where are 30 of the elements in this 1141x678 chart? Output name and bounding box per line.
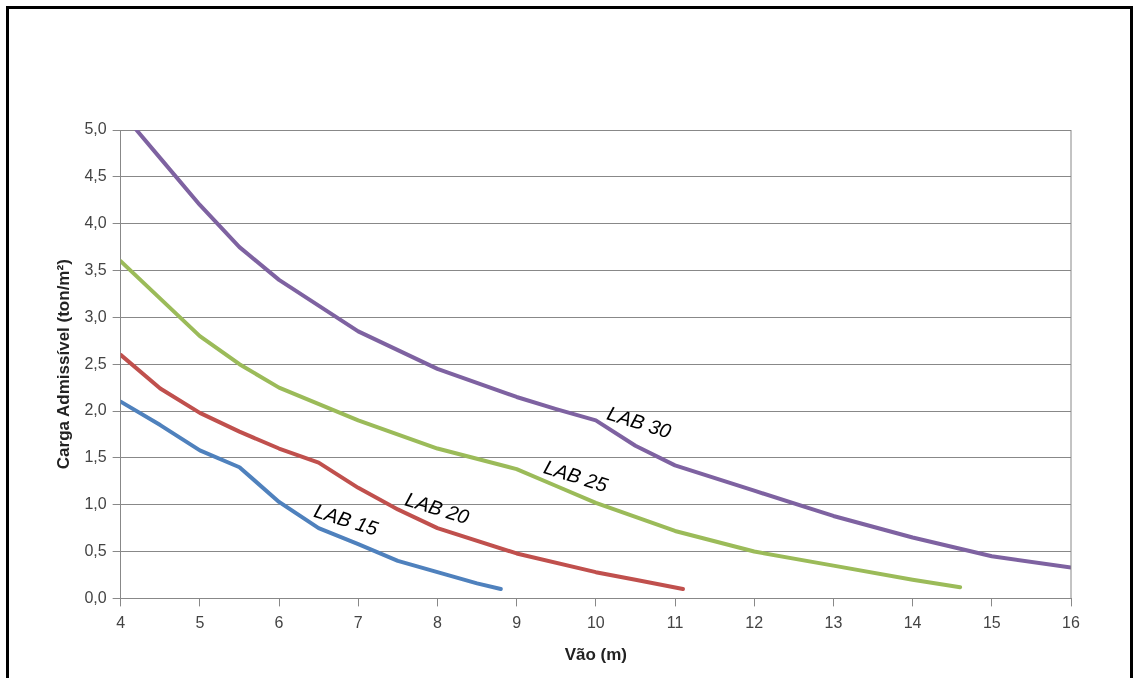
y-tick-label: 5,0 <box>84 120 107 138</box>
y-tick-label: 1,0 <box>84 495 107 513</box>
x-tick-label: 12 <box>745 614 764 632</box>
x-tick-label: 4 <box>116 614 126 632</box>
text: LAB 30 <box>604 401 674 443</box>
y-tick-label: 4,0 <box>84 214 107 232</box>
x-tick-label: 9 <box>512 614 522 632</box>
x-tick-label: 10 <box>586 614 605 632</box>
x-axis-title: Vão (m) <box>564 645 627 665</box>
y-tick-label: 1,5 <box>84 448 107 466</box>
text: LAB 25 <box>541 455 612 497</box>
y-tick-label: 2,0 <box>84 401 107 419</box>
x-tick-label: 8 <box>432 614 442 632</box>
x-tick-label: 15 <box>982 614 1001 632</box>
x-tick-label: 14 <box>903 614 922 632</box>
x-tick-label: 6 <box>274 614 284 632</box>
x-tick-label: 16 <box>1062 614 1080 632</box>
x-tick-label: 7 <box>353 614 363 632</box>
text: LAB 20 <box>402 487 472 529</box>
y-tick-label: 3,0 <box>84 307 107 325</box>
x-tick-label: 13 <box>824 614 843 632</box>
text: LAB 15 <box>311 499 382 540</box>
y-tick-label: 0,5 <box>84 541 107 559</box>
y-axis-title: Carga Admissível (ton/m²) <box>53 259 73 470</box>
y-tick-label: 0,0 <box>84 588 107 606</box>
y-tick-label: 2,5 <box>84 354 107 372</box>
y-tick-label: 4,5 <box>84 167 107 185</box>
x-tick-label: 5 <box>195 614 205 632</box>
x-tick-label: 11 <box>666 614 684 632</box>
y-tick-label: 3,5 <box>84 260 107 278</box>
